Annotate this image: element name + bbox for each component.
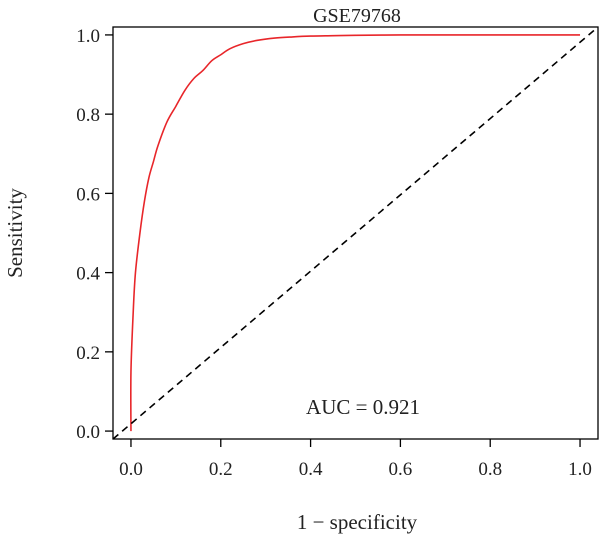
y-tick-label: 0.4 [76,264,100,285]
plot-frame [112,26,599,440]
y-axis-label: Sensitivity [3,188,27,278]
auc-annotation: AUC = 0.921 [306,395,420,419]
x-tick-label: 0.2 [209,459,233,480]
x-tick-label: 0.4 [299,459,323,480]
y-tick-label: 0.6 [76,184,100,205]
y-tick-label: 1.0 [76,26,100,47]
y-tick-label: 0.2 [76,343,100,364]
x-tick-label: 0.8 [478,459,502,480]
y-tick-label: 0.0 [76,422,100,443]
chart-title: GSE79768 [313,5,401,27]
y-tick-label: 0.8 [76,105,100,126]
plot-area [112,26,599,440]
roc-curve [129,34,581,432]
x-axis: 0.0 0.2 0.4 0.6 0.8 1.0 [119,439,592,480]
series-layer [112,26,599,440]
x-tick-label: 1.0 [568,459,592,480]
y-axis: 0.0 0.2 0.4 0.6 0.8 1.0 [76,26,113,443]
diagonal-reference-line [112,26,599,440]
x-tick-label: 0.6 [389,459,413,480]
x-axis-label: 1 − specificity [297,510,418,534]
x-tick-label: 0.0 [119,459,143,480]
